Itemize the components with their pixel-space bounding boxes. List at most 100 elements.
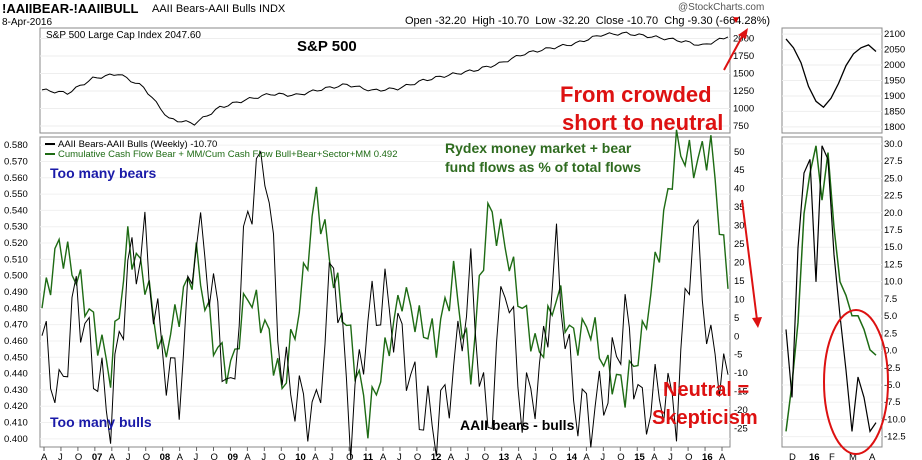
arrow-head-top — [738, 28, 748, 39]
x-tick-label: J — [194, 452, 199, 460]
x-tick-label: A — [719, 452, 726, 460]
x-tick-label: O — [143, 452, 150, 460]
bottom-legend-green: Cumulative Cash Flow Bear + MM/Cum Cash … — [58, 149, 398, 160]
quote-line: Open -32.20 High -10.70 Low -32.20 Close… — [405, 15, 771, 27]
zoom-x-tick-label: M — [849, 452, 857, 460]
top-zoom-ytick-label: 2100 — [884, 29, 905, 40]
x-tick-label: 15 — [634, 452, 645, 460]
top-zoom-ytick-label: 2050 — [884, 45, 905, 56]
bottom-zoom-ytick-label: -2.5 — [884, 363, 900, 374]
bottom-zoom-ytick-label: 27.5 — [884, 156, 903, 167]
bottom-left-ytick-label: 0.430 — [4, 385, 28, 396]
x-tick-label: 10 — [295, 452, 306, 460]
x-tick-label: J — [329, 452, 334, 460]
bottom-right-ytick-label: 25 — [734, 239, 745, 250]
top-zoom-ytick-label: 1950 — [884, 76, 905, 87]
x-tick-label: 09 — [227, 452, 238, 460]
rydex-zoom-line — [785, 145, 877, 432]
x-tick-label: J — [533, 452, 538, 460]
bottom-left-ytick-label: 0.440 — [4, 369, 28, 380]
x-tick-label: J — [465, 452, 470, 460]
bottom-left-ytick-label: 0.420 — [4, 401, 28, 412]
arrow-to-top-right — [723, 32, 745, 71]
x-tick-label: A — [516, 452, 523, 460]
bottom-right-ytick-label: 45 — [734, 165, 745, 176]
x-tick-label: A — [651, 452, 658, 460]
bottom-zoom-ytick-label: -12.5 — [884, 432, 906, 443]
bottom-zoom-ytick-label: -5.0 — [884, 380, 900, 391]
top-ytick-label: 2000 — [733, 34, 754, 45]
top-zoom-ytick-label: 2000 — [884, 60, 905, 71]
sp500-zoom-line — [785, 38, 877, 109]
x-tick-label: 12 — [431, 452, 442, 460]
stockcharts-watermark: @StockCharts.com — [678, 2, 765, 13]
annotation-rydex-1: Rydex money market + bear — [445, 140, 632, 156]
bottom-zoom-ytick-label: 17.5 — [884, 225, 903, 236]
x-tick-label: O — [211, 452, 218, 460]
bottom-left-ytick-label: 0.540 — [4, 205, 28, 216]
top-ytick-label: 1750 — [733, 51, 754, 62]
bottom-left-ytick-label: 0.410 — [4, 418, 28, 429]
zoom-x-tick-label: F — [829, 452, 835, 460]
x-tick-label: A — [109, 452, 116, 460]
bottom-left-ytick-label: 0.550 — [4, 189, 28, 200]
annotation-neutral-1: Neutral = — [663, 379, 749, 401]
bottom-right-ytick-label: -5 — [734, 350, 742, 361]
sp500-line — [41, 31, 729, 126]
x-tick-label: 16 — [702, 452, 713, 460]
top-ytick-label: 750 — [733, 121, 749, 132]
bottom-right-ytick-label: 35 — [734, 202, 745, 213]
x-tick-label: O — [550, 452, 557, 460]
aaii-zoom-line — [785, 145, 877, 433]
aaii-bears-bulls-line — [41, 150, 729, 460]
x-tick-label: A — [448, 452, 455, 460]
x-tick-label: O — [482, 452, 489, 460]
bottom-left-ytick-label: 0.560 — [4, 173, 28, 184]
annotation-neutral-2: Skepticism — [652, 407, 758, 429]
bottom-left-ytick-label: 0.530 — [4, 222, 28, 233]
top-zoom-ytick-label: 1850 — [884, 106, 905, 117]
bottom-zoom-ytick-label: 22.5 — [884, 191, 903, 202]
zoom-x-tick-label: D — [789, 452, 796, 460]
symbol-title: !AAIIBEAR-!AAIIBULL — [2, 1, 139, 16]
bottom-right-ytick-label: -20 — [734, 405, 748, 416]
bottom-zoom-ytick-label: 30.0 — [884, 139, 903, 150]
x-tick-label: J — [261, 452, 266, 460]
bottom-left-ytick-label: 0.460 — [4, 336, 28, 347]
x-tick-label: 13 — [499, 452, 510, 460]
annotation-rydex-2: fund flows as % of total flows — [445, 159, 641, 175]
x-tick-label: J — [397, 452, 402, 460]
bottom-left-ytick-label: 0.570 — [4, 156, 28, 167]
bottom-zoom-ytick-label: 2.5 — [884, 328, 897, 339]
x-tick-label: O — [346, 452, 353, 460]
x-tick-label: O — [685, 452, 692, 460]
bottom-zoom-ytick-label: 5.0 — [884, 311, 897, 322]
symbol-description: AAII Bears-AAII Bulls INDX — [152, 3, 286, 15]
bottom-zoom-panel — [781, 136, 883, 448]
bottom-right-ytick-label: 20 — [734, 257, 745, 268]
arrow-head-bottom — [752, 317, 762, 328]
x-tick-label: O — [414, 452, 421, 460]
chart-date: 8-Apr-2016 — [2, 17, 53, 28]
x-tick-label: 14 — [566, 452, 577, 460]
top-zoom-ytick-label: 1800 — [884, 122, 905, 133]
annotation-crowded-1: From crowded — [560, 82, 712, 107]
bottom-legend-black: AAII Bears-AAII Bulls (Weekly) -10.70 — [58, 139, 217, 150]
x-tick-label: O — [617, 452, 624, 460]
top-ytick-label: 1500 — [733, 69, 754, 80]
annotation-too-many-bulls: Too many bulls — [50, 414, 152, 430]
arrow-down-bottom — [741, 199, 758, 321]
bottom-right-ytick-label: 50 — [734, 147, 745, 158]
top-legend: S&P 500 Large Cap Index 2047.60 — [46, 30, 201, 41]
x-tick-label: A — [380, 452, 387, 460]
bottom-right-ytick-label: 15 — [734, 276, 745, 287]
top-ytick-label: 1000 — [733, 104, 754, 115]
bottom-left-ytick-label: 0.510 — [4, 254, 28, 265]
bottom-zoom-ytick-label: 25.0 — [884, 173, 903, 184]
top-main-panel — [39, 27, 731, 134]
bottom-zoom-ytick-label: -10.0 — [884, 414, 906, 425]
x-tick-label: 08 — [160, 452, 171, 460]
bottom-right-ytick-label: 0 — [734, 331, 739, 342]
bottom-zoom-ytick-label: 7.5 — [884, 294, 897, 305]
bottom-left-ytick-label: 0.500 — [4, 271, 28, 282]
